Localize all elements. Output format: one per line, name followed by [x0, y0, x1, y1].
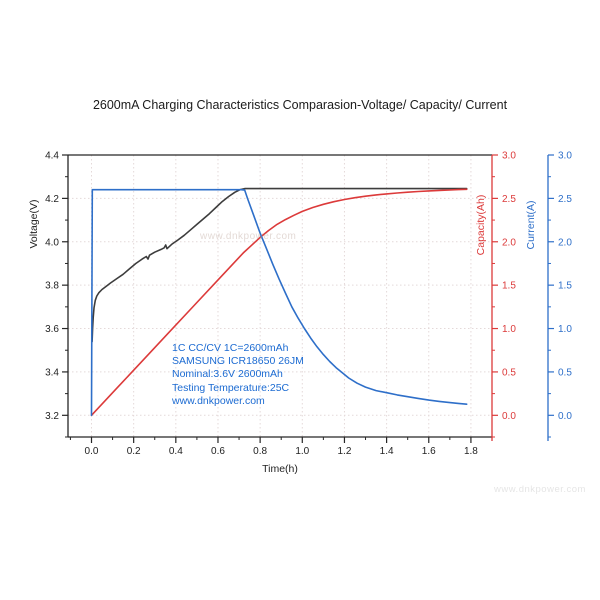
svg-text:0.4: 0.4	[169, 446, 183, 457]
svg-text:0.0: 0.0	[558, 411, 572, 422]
svg-text:Current(A): Current(A)	[525, 200, 537, 249]
svg-text:0.6: 0.6	[211, 446, 225, 457]
svg-text:3.6: 3.6	[45, 324, 59, 335]
svg-text:Voltage(V): Voltage(V)	[28, 199, 40, 248]
svg-text:1.2: 1.2	[337, 446, 351, 457]
annotation-line-2: SAMSUNG ICR18650 26JM	[172, 355, 304, 368]
svg-text:2.5: 2.5	[502, 194, 516, 205]
svg-text:1.4: 1.4	[380, 446, 394, 457]
svg-text:3.4: 3.4	[45, 367, 59, 378]
annotation-line-1: 1C CC/CV 1C=2600mAh	[172, 342, 289, 354]
svg-text:3.2: 3.2	[45, 411, 59, 422]
watermark-corner: www.dnkpower.com	[494, 484, 586, 495]
svg-text:2.0: 2.0	[502, 237, 516, 248]
svg-text:0.0: 0.0	[502, 411, 516, 422]
svg-text:0.2: 0.2	[127, 446, 141, 457]
svg-text:Time(h): Time(h)	[262, 463, 298, 475]
annotation-line-3: Nominal:3.6V 2600mAh	[172, 368, 283, 381]
svg-text:4.2: 4.2	[45, 194, 59, 205]
annotation-line-5: www.dnkpower.com	[172, 394, 265, 407]
svg-text:0.8: 0.8	[253, 446, 267, 457]
svg-text:1.5: 1.5	[558, 281, 572, 292]
svg-text:4.4: 4.4	[45, 151, 59, 162]
svg-text:3.0: 3.0	[502, 151, 516, 162]
svg-text:1.6: 1.6	[422, 446, 436, 457]
chart-title: 2600mA Charging Characteristics Comparas…	[92, 98, 508, 112]
svg-text:Capacity(Ah): Capacity(Ah)	[475, 195, 487, 256]
svg-text:1.0: 1.0	[295, 446, 309, 457]
svg-text:2.0: 2.0	[558, 237, 572, 248]
annotation-line-4: Testing Temperature:25C	[172, 381, 290, 394]
svg-text:0.5: 0.5	[502, 367, 516, 378]
svg-text:1.0: 1.0	[502, 324, 516, 335]
annotation-block: 1C CC/CV 1C=2600mAh SAMSUNG ICR18650 26J…	[172, 342, 304, 408]
watermark-inplot: www.dnkpower.com	[200, 231, 297, 242]
svg-text:4.0: 4.0	[45, 237, 59, 248]
svg-text:0.5: 0.5	[558, 367, 572, 378]
svg-text:3.0: 3.0	[558, 151, 572, 162]
svg-text:1.8: 1.8	[464, 446, 478, 457]
svg-text:1.0: 1.0	[558, 324, 572, 335]
svg-text:1.5: 1.5	[502, 281, 516, 292]
svg-text:2.5: 2.5	[558, 194, 572, 205]
svg-text:0.0: 0.0	[85, 446, 99, 457]
svg-text:3.8: 3.8	[45, 281, 59, 292]
